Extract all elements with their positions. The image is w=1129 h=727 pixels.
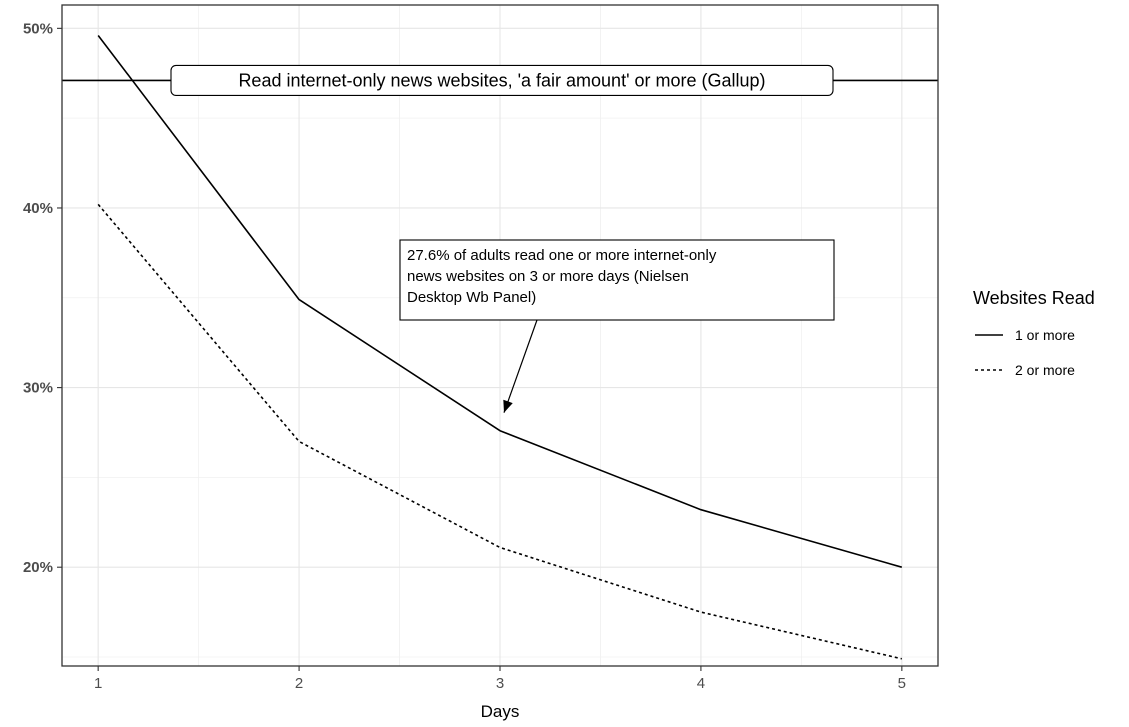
annotation-text-line: news websites on 3 or more days (Nielsen [407,268,689,285]
legend-title: Websites Read [973,288,1095,308]
x-tick-label: 3 [496,675,504,692]
x-tick-label: 4 [697,675,705,692]
gallup-label-text: Read internet-only news websites, 'a fai… [238,70,765,90]
y-tick-label: 30% [23,380,53,397]
annotation-box [399,239,835,321]
x-tick-label: 2 [295,675,303,692]
x-tick-label: 5 [898,675,906,692]
series-line-1-or-more [97,35,903,568]
y-tick-label: 50% [23,20,53,37]
x-tick-label: 1 [94,675,102,692]
legend-label-2: 2 or more [1015,362,1075,378]
annotation-arrow-shaft [503,319,538,413]
x-axis-title: Days [481,702,520,721]
gallup-label-box [170,64,834,96]
series-line-2-or-more [97,203,902,660]
annotation-text-line: 27.6% of adults read one or more interne… [407,247,717,264]
y-tick-label: 20% [23,559,53,576]
legend-label-1: 1 or more [1015,327,1075,343]
annotation-text-line: Desktop Wb Panel) [407,289,536,306]
annotation-arrow-head [503,399,513,413]
y-tick-label: 40% [23,200,53,217]
